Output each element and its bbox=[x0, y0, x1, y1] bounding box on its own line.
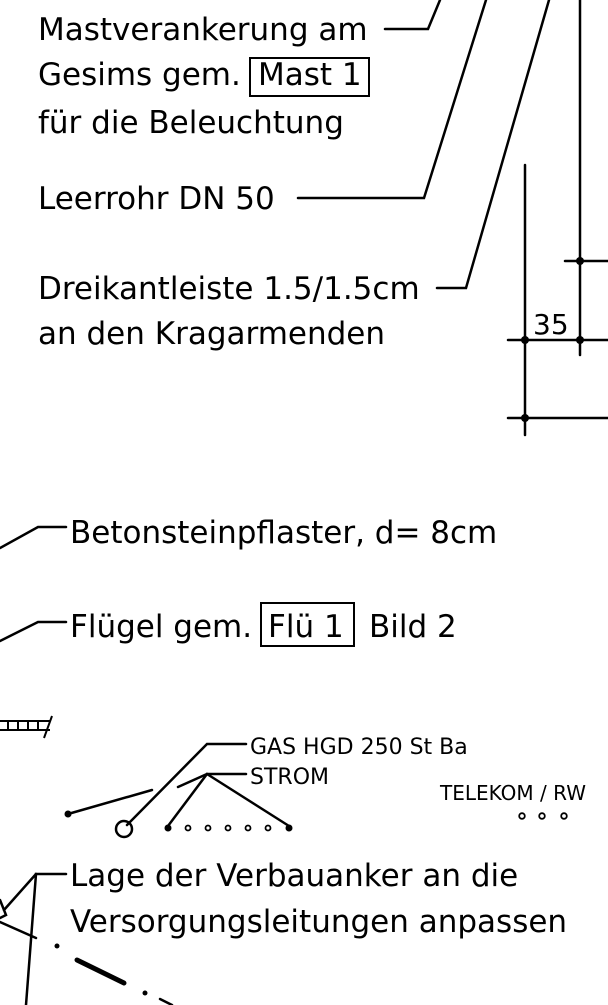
fluegel-leader bbox=[0, 620, 68, 643]
dimension-value: 35 bbox=[533, 308, 569, 341]
pflaster-leader bbox=[0, 525, 68, 550]
fluegel-label-prefix: Flügel gem. bbox=[70, 609, 252, 645]
utility-strom-label: STROM bbox=[250, 765, 329, 790]
strom-cable-dots bbox=[164, 824, 293, 832]
gas-pipe-symbol bbox=[114, 819, 134, 839]
anchor-line-right bbox=[158, 997, 174, 1005]
verbau-label-line2: Versorgungsleitungen anpassen bbox=[70, 904, 567, 940]
fluegel-ref-box bbox=[260, 602, 355, 647]
verbau-arrow-head bbox=[0, 898, 8, 920]
anchor-dot bbox=[54, 943, 60, 949]
mast-ref-box bbox=[249, 57, 370, 97]
hatched-fragment bbox=[0, 715, 53, 739]
pflaster-label: Betonsteinpflaster, d= 8cm bbox=[70, 515, 497, 551]
verbau-leader-main bbox=[24, 872, 68, 1005]
dreikant-label-line1: Dreikantleiste 1.5/1.5cm bbox=[38, 271, 420, 307]
mast-label-line1: Mastverankerung am bbox=[38, 12, 368, 48]
strom-leader-b bbox=[166, 772, 209, 828]
strom-leader-c bbox=[205, 772, 291, 828]
leerrohr-label: Leerrohr DN 50 bbox=[38, 181, 275, 217]
dimension-tick bbox=[521, 414, 529, 422]
mast-label-line2: Gesims gem. bbox=[38, 57, 241, 93]
verbau-label-line1: Lage der Verbauanker an die bbox=[70, 858, 518, 894]
anchor-line-left bbox=[0, 920, 38, 940]
dreikant-label-line2: an den Kragarmenden bbox=[38, 316, 385, 352]
mast-label-line3: für die Beleuchtung bbox=[38, 105, 344, 141]
utility-gas-label: GAS HGD 250 St Ba bbox=[250, 735, 468, 760]
utility-telekom-label: TELEKOM / RW bbox=[439, 781, 586, 805]
dimension-tick bbox=[576, 336, 584, 344]
telekom-cable-dots bbox=[518, 812, 568, 820]
verbau-leader-arrow bbox=[2, 872, 38, 912]
leerrohr-leader bbox=[296, 0, 488, 200]
anchor-bar bbox=[74, 957, 127, 986]
fluegel-ref-label: Flü 1 bbox=[268, 609, 344, 645]
mast-ref-label: Mast 1 bbox=[258, 57, 362, 93]
dimension-tick bbox=[521, 336, 529, 344]
anchor-dot bbox=[142, 990, 148, 996]
utility-point bbox=[64, 810, 72, 818]
dimension-tick bbox=[576, 257, 584, 265]
gas-leader bbox=[125, 742, 248, 827]
utility-line-left bbox=[66, 788, 154, 816]
mast-leader bbox=[383, 0, 442, 31]
dreikant-leader bbox=[435, 0, 551, 290]
fluegel-label-suffix: Bild 2 bbox=[369, 609, 457, 645]
